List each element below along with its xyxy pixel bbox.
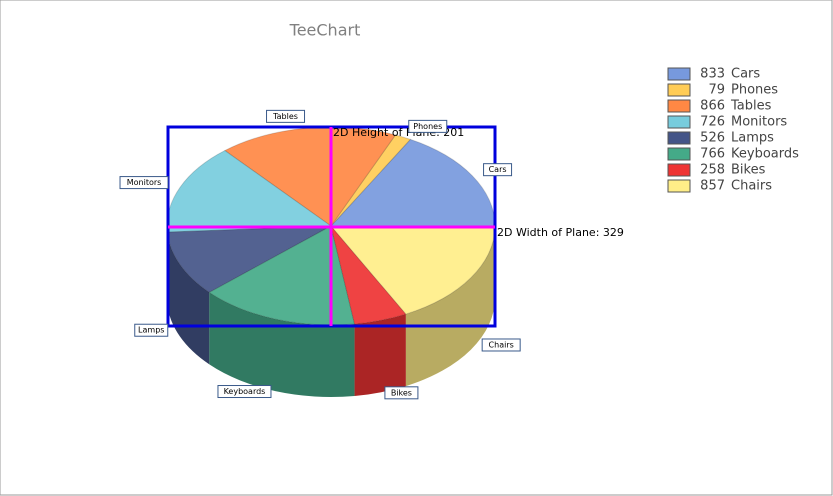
pie-slice <box>330 225 407 325</box>
legend-label: Monitors <box>731 115 787 130</box>
legend-label: Keyboards <box>731 147 799 162</box>
legend-value: 866 <box>700 99 725 114</box>
legend-label: Chairs <box>731 179 772 194</box>
pie-slice <box>330 134 412 227</box>
slice-label-box <box>408 119 448 133</box>
slice-label: Cars <box>489 165 507 174</box>
overlay: 2D Height of Plane: 201 2D Width of Plan… <box>119 109 624 400</box>
slice-label: Lamps <box>138 326 164 335</box>
legend: 833 Cars 79 Phones 866 Tables 726 Monitors 526 La… <box>667 67 799 194</box>
slice-label: Keyboards <box>224 387 266 396</box>
slice-label-box <box>134 323 169 337</box>
legend-swatch <box>667 163 691 177</box>
legend-swatch <box>667 179 691 193</box>
legend-value: 258 <box>700 163 725 178</box>
slice-label: Phones <box>413 122 442 131</box>
legend-label: Lamps <box>731 131 774 146</box>
pie-side <box>354 314 406 396</box>
legend-swatch <box>667 83 691 97</box>
legend-label: Cars <box>731 67 760 82</box>
legend-value: 526 <box>700 131 725 146</box>
pie-side <box>405 226 495 387</box>
pie-side <box>167 232 210 365</box>
legend-value: 726 <box>700 115 725 130</box>
slice-label: Chairs <box>489 340 514 349</box>
legend-label: Phones <box>731 83 778 98</box>
slice-label-box <box>217 385 272 399</box>
legend-swatch <box>667 67 691 81</box>
slice-label-box <box>119 176 169 190</box>
slice-label-box <box>483 163 513 177</box>
slice-label: Bikes <box>391 388 412 397</box>
legend-swatch <box>667 147 691 161</box>
pie-side <box>209 292 355 397</box>
legend-value: 766 <box>700 147 725 162</box>
slice-label-box <box>481 338 521 352</box>
slice-label: Tables <box>272 112 298 121</box>
chart-title: TeeChart <box>289 21 361 40</box>
slice-label: Monitors <box>127 178 162 187</box>
legend-value: 833 <box>700 67 725 82</box>
legend-value: 857 <box>700 179 725 194</box>
legend-swatch <box>667 115 691 129</box>
legend-swatch <box>667 99 691 113</box>
legend-label: Bikes <box>731 163 766 178</box>
legend-label: Tables <box>730 99 772 114</box>
slice-label-box <box>266 109 306 123</box>
annotation: 2D Width of Plane: 329 <box>497 226 624 239</box>
slice-label-box <box>384 386 419 400</box>
legend-value: 79 <box>708 83 725 98</box>
pie <box>166 126 496 397</box>
legend-swatch <box>667 131 691 145</box>
